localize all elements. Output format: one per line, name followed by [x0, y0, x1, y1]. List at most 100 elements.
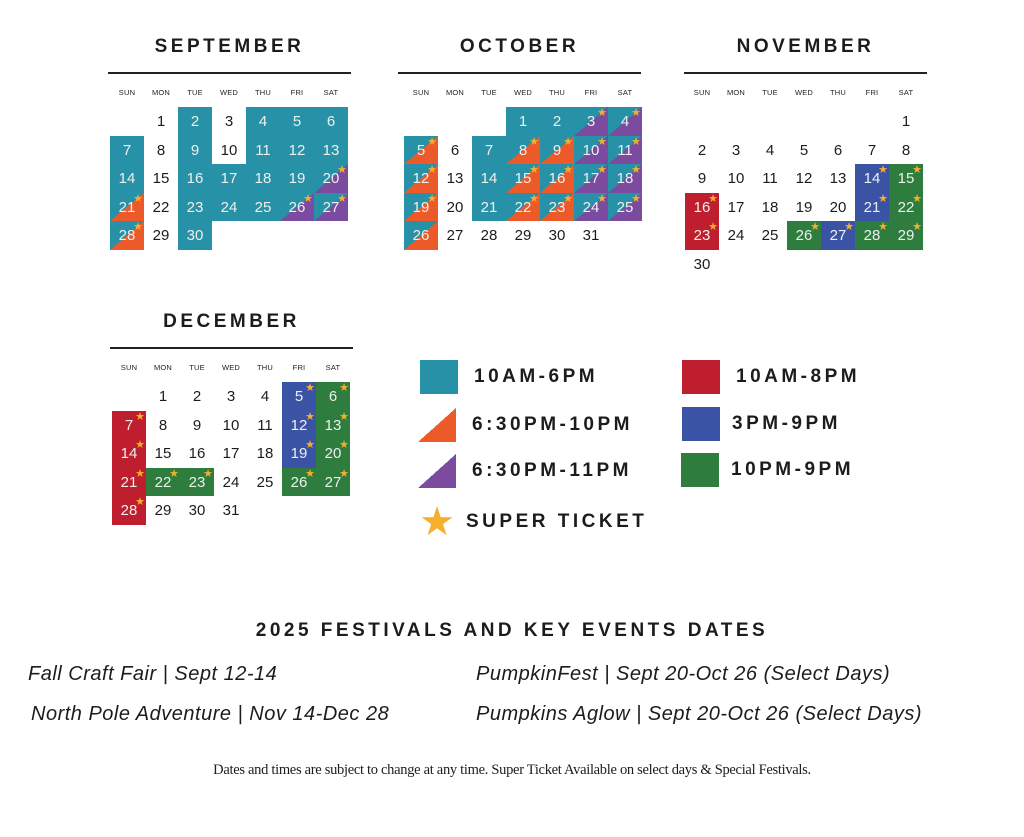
day-cell: 27 ★: [316, 467, 350, 496]
day-cell: 28 ★: [110, 221, 144, 250]
day-cell: 15 ★: [889, 164, 923, 193]
day-number: 25: [254, 198, 272, 216]
day-number: 13: [322, 141, 340, 159]
day-number: 21: [480, 198, 498, 216]
day-number: 8: [518, 141, 528, 159]
star-icon: ★: [339, 410, 349, 423]
day-cell: 29: [146, 496, 180, 525]
legend-label: 6:30PM-10PM: [472, 414, 633, 435]
day-number: 22: [154, 473, 172, 491]
day-cell: 13: [821, 164, 855, 193]
star-icon: ★: [529, 164, 539, 176]
weekday-label: FRI: [292, 363, 306, 372]
day-cell: 26 ★: [282, 467, 316, 496]
day-cell: 30: [180, 496, 214, 525]
day-cell: 19: [787, 193, 821, 222]
day-number: 17: [220, 170, 238, 187]
day-number: 28: [480, 227, 498, 244]
day-cell: 24 ★: [574, 192, 608, 221]
day-cell: 25: [246, 192, 280, 221]
day-cell: 18: [753, 193, 787, 222]
star-icon: ★: [169, 467, 179, 480]
day-number: 8: [901, 141, 911, 159]
day-cell: 11: [753, 164, 787, 193]
day-cell: 25 ★: [608, 192, 642, 221]
legend-label: 10AM-6PM: [474, 366, 599, 387]
day-number: 5: [416, 141, 426, 159]
star-icon: ★: [878, 192, 888, 205]
weekday-label: SAT: [898, 88, 914, 97]
day-number: 1: [156, 113, 166, 130]
day-number: 4: [258, 113, 268, 130]
day-cell: 20 ★: [316, 439, 350, 468]
weekday-label: FRI: [865, 88, 879, 97]
day-number: 2: [192, 388, 202, 405]
day-number: 28: [120, 502, 138, 519]
day-cell: 9: [685, 164, 719, 193]
day-number: 20: [446, 198, 464, 216]
day-number: 9: [190, 141, 200, 159]
day-cell: 15 ★: [506, 164, 540, 193]
legend-label: 6:30PM-11PM: [472, 460, 632, 481]
day-number: 10: [582, 141, 600, 159]
day-number: 27: [322, 198, 340, 216]
legend-item-orange: 6:30PM-10PM: [418, 408, 633, 442]
legend-item-teal: 10AM-6PM: [420, 360, 598, 394]
day-cell: 23 ★: [180, 467, 214, 496]
day-number: 31: [582, 227, 600, 244]
day-cell: 3: [214, 382, 248, 411]
day-number: 19: [795, 198, 813, 216]
day-number: 10: [727, 170, 745, 187]
legend-label: 10AM-8PM: [736, 366, 861, 387]
star-icon: ★: [339, 382, 349, 394]
day-cell: 29: [506, 221, 540, 250]
star-icon: ★: [339, 439, 349, 451]
star-icon: ★: [133, 192, 143, 205]
star-icon: ★: [878, 221, 888, 233]
day-cell: 20: [438, 193, 472, 222]
day-cell: 27: [438, 221, 472, 250]
day-cell: 8: [889, 136, 923, 165]
day-number: 20: [829, 198, 847, 216]
day-cell: 16 ★: [540, 164, 574, 193]
day-number: 9: [697, 170, 707, 187]
day-number: 4: [765, 141, 775, 159]
day-number: 6: [328, 388, 338, 405]
day-cell: 27 ★: [821, 221, 855, 250]
star-icon: ★: [708, 192, 718, 205]
star-icon: ★: [337, 192, 347, 205]
day-number: 26: [795, 227, 813, 244]
month-october: OCTOBER SUN MON TUE WED THU FRI SAT 1 2 3 ★ 4 ★ 5 ★ 6 7 8 ★…: [398, 30, 642, 270]
day-cell: 17 ★: [574, 164, 608, 193]
day-number: 11: [762, 170, 778, 187]
day-number: 29: [154, 502, 172, 519]
day-cell: 15: [144, 164, 178, 193]
day-cell: 26: [404, 221, 438, 250]
day-cell: 11: [248, 411, 282, 440]
day-cell: 10: [212, 136, 246, 165]
month-november: NOVEMBER SUN MON TUE WED THU FRI SAT 1 2 3 4 5 6 7 8 9 10…: [684, 30, 927, 273]
weekday-header: SUN MON TUE WED THU FRI SAT: [404, 88, 642, 97]
day-number: 26: [288, 198, 306, 216]
day-cell: 19 ★: [282, 439, 316, 468]
day-cell: 3: [719, 136, 753, 165]
legend-item-blue: 3PM-9PM: [682, 407, 841, 441]
day-cell: 21 ★: [112, 467, 146, 496]
day-number: 23: [186, 198, 204, 216]
day-cell: 6: [438, 136, 472, 165]
title-divider: [110, 347, 353, 349]
day-number: 22: [514, 198, 532, 216]
day-number: 16: [188, 445, 206, 462]
star-icon: ★: [339, 467, 349, 480]
legend-label: 3PM-9PM: [732, 413, 841, 434]
day-cell: 6 ★: [316, 382, 350, 411]
day-number: 30: [186, 227, 204, 244]
day-number: 21: [118, 198, 136, 216]
day-cell: 22 ★: [889, 192, 923, 221]
day-number: 30: [693, 255, 711, 273]
day-number: 22: [897, 198, 915, 216]
day-number: 16: [548, 170, 566, 187]
teal-swatch: [420, 360, 458, 394]
title-divider: [108, 72, 351, 74]
day-number: 1: [518, 113, 528, 130]
